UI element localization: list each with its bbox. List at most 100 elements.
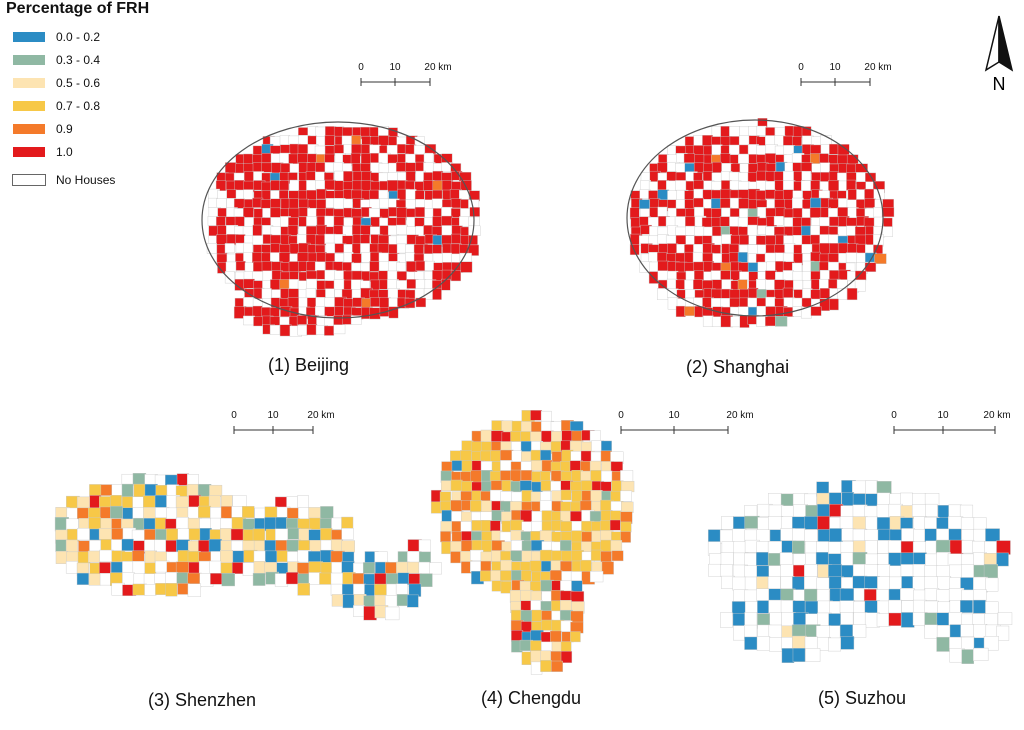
suzhou-district xyxy=(961,649,975,664)
chengdu-district xyxy=(621,501,634,514)
legend-swatch xyxy=(12,123,46,135)
shanghai-district xyxy=(684,306,696,317)
suzhou-district xyxy=(829,528,843,543)
chengdu-district xyxy=(589,571,604,583)
shanghai-district xyxy=(739,234,749,245)
beijing-district xyxy=(469,207,480,217)
suzhou-district xyxy=(888,599,902,615)
beijing-district xyxy=(406,226,417,237)
beijing-district xyxy=(441,278,451,291)
beijing-district xyxy=(216,198,227,209)
shenzhen-district xyxy=(406,594,419,608)
chengdu-district xyxy=(530,600,543,612)
suzhou-district xyxy=(888,552,902,567)
shenzhen-district xyxy=(76,572,89,585)
suzhou-district xyxy=(888,612,902,627)
suzhou-district xyxy=(876,613,891,627)
suzhou-district xyxy=(865,480,878,495)
beijing-district xyxy=(270,279,281,290)
shenzhen-district xyxy=(252,528,266,541)
beijing-district xyxy=(235,260,246,271)
chengdu-district xyxy=(561,550,573,562)
shanghai-district xyxy=(710,270,722,281)
suzhou-district xyxy=(828,564,843,579)
shanghai-district xyxy=(739,144,750,155)
legend-item-6: No Houses xyxy=(12,172,115,188)
north-label: N xyxy=(993,74,1006,92)
beijing-district xyxy=(333,279,345,291)
beijing-district xyxy=(288,198,299,209)
suzhou-district xyxy=(756,565,770,579)
chengdu-district xyxy=(541,459,553,473)
suzhou-district xyxy=(889,576,903,591)
chengdu-district xyxy=(609,519,621,531)
suzhou-district xyxy=(744,612,758,628)
legend-swatch xyxy=(12,31,46,43)
shanghai-district xyxy=(765,171,776,182)
shanghai-district xyxy=(819,217,830,227)
legend-swatch xyxy=(12,77,46,89)
beijing-district xyxy=(378,270,389,281)
legend-swatch xyxy=(12,174,46,186)
suzhou-district xyxy=(781,648,795,663)
chengdu-district xyxy=(440,531,451,543)
beijing-district xyxy=(270,180,281,191)
shanghai-district xyxy=(720,270,731,280)
scalebar-tick: 0 xyxy=(618,410,624,421)
beijing-district xyxy=(432,287,442,300)
suzhou-district xyxy=(719,529,735,544)
beijing-district xyxy=(279,324,292,337)
chengdu-district xyxy=(611,550,624,562)
shenzhen-district xyxy=(198,505,212,518)
chengdu-district xyxy=(530,640,542,653)
suzhou-district xyxy=(960,600,973,613)
legend-item-4: 0.9 xyxy=(12,121,73,137)
beijing-district xyxy=(342,127,353,138)
shanghai-district xyxy=(793,279,804,291)
shenzhen-district xyxy=(362,562,375,574)
chengdu-district xyxy=(480,429,493,444)
chengdu-district xyxy=(559,540,572,552)
legend-label: 0.0 - 0.2 xyxy=(56,30,101,44)
shenzhen-district xyxy=(242,506,255,519)
chengdu-district xyxy=(560,560,573,572)
shenzhen-district xyxy=(144,584,157,596)
scalebar-tick: 0 xyxy=(891,410,897,421)
chengdu-district xyxy=(510,550,524,562)
shanghai-district xyxy=(675,305,686,318)
suzhou-district xyxy=(877,576,890,592)
beijing-district xyxy=(378,252,389,263)
chengdu-district xyxy=(531,511,543,523)
beijing-district xyxy=(324,162,335,173)
beijing-district xyxy=(243,315,255,326)
scalebar-tick: 20 km xyxy=(983,410,1011,421)
suzhou-district xyxy=(841,492,855,506)
suzhou-district xyxy=(887,540,902,554)
shenzhen-district xyxy=(309,517,322,530)
chengdu-district xyxy=(550,630,562,644)
suzhou-district xyxy=(839,516,855,530)
shanghai-district xyxy=(675,279,686,290)
shenzhen-district xyxy=(286,572,299,585)
scalebar-line xyxy=(233,426,314,434)
suzhou-district xyxy=(936,636,950,652)
shenzhen-district xyxy=(208,538,222,553)
suzhou-district xyxy=(732,528,747,543)
shenzhen-district xyxy=(100,539,113,552)
north-arrow-icon: N xyxy=(984,15,1014,92)
beijing-district xyxy=(297,252,310,263)
suzhou-district xyxy=(937,576,952,590)
chengdu-district xyxy=(500,460,513,471)
shenzhen-district xyxy=(396,561,410,575)
shenzhen-district xyxy=(341,528,354,540)
suzhou-district xyxy=(817,503,831,518)
shenzhen-district xyxy=(121,483,134,498)
suzhou-district xyxy=(973,599,986,614)
suzhou-district xyxy=(756,576,769,590)
shanghai-district xyxy=(675,199,686,210)
beijing-district xyxy=(441,215,453,226)
suzhou-district xyxy=(815,552,829,566)
shanghai-district xyxy=(837,226,848,237)
shenzhen-district xyxy=(287,527,301,540)
